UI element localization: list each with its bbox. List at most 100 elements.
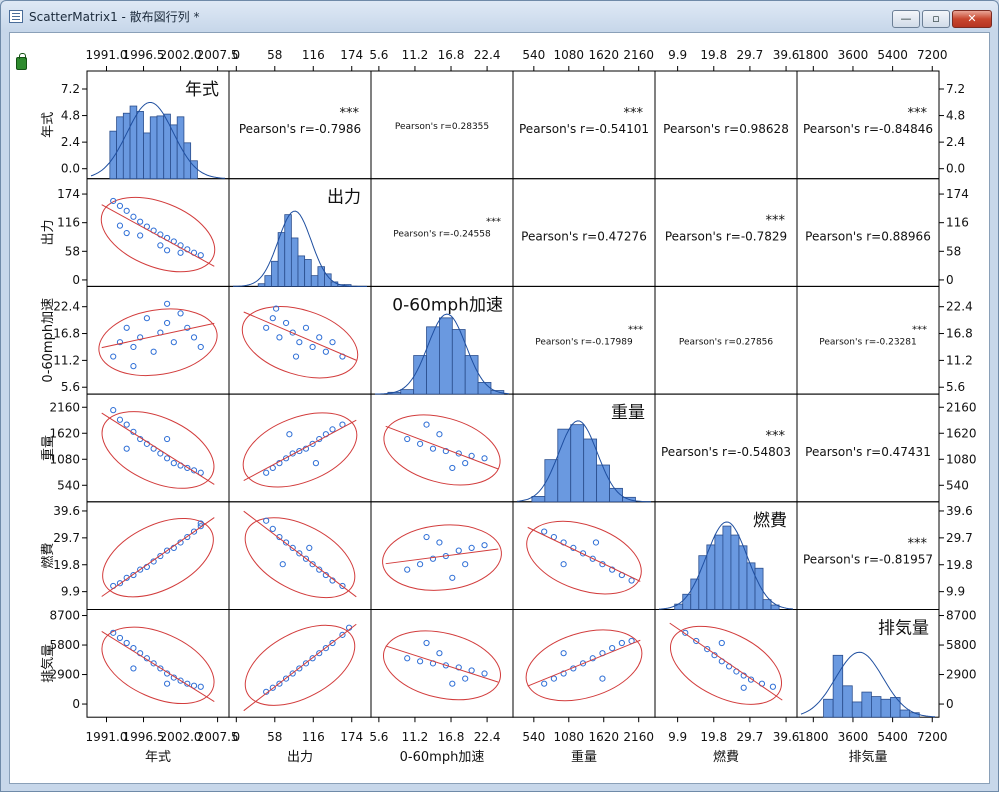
x-tick-label-bottom: 22.4 [474, 730, 501, 744]
x-tick-label-bottom: 5400 [877, 730, 908, 744]
window-title: ScatterMatrix1 - 散布図行列 * [29, 10, 200, 24]
scatter-panel [382, 630, 502, 701]
histogram-bar [596, 464, 610, 503]
scatter-point [747, 676, 755, 683]
scatter-point [197, 683, 204, 690]
maximize-button[interactable]: ▫ [922, 10, 950, 28]
scatter-point [163, 435, 171, 443]
histogram-bar [176, 116, 185, 180]
scatter-point [416, 561, 424, 568]
scatter-point [628, 577, 635, 584]
normal-curve [375, 313, 510, 395]
regression-line [385, 548, 499, 565]
histogram-bar [583, 438, 598, 503]
scatter-point [157, 552, 164, 560]
scatter-point [292, 353, 300, 360]
scatter-point [423, 639, 430, 647]
scatter-point [110, 353, 117, 360]
x-tick-label-top: 1080 [554, 48, 585, 62]
scatter-point [339, 582, 346, 590]
scatter-panel [101, 407, 215, 489]
x-tick-label-top: 1996.5 [123, 48, 165, 62]
y-tick-label-right: 4.8 [946, 109, 965, 123]
title-bar[interactable]: ScatterMatrix1 - 散布図行列 * — ▫ ✕ [1, 1, 998, 31]
confidence-ellipse [526, 520, 642, 595]
x-tick-label-top: 29.7 [737, 48, 764, 62]
scatter-point [282, 455, 290, 462]
x-tick-label-top: 58 [267, 48, 282, 62]
scatter-point [276, 533, 283, 541]
y-axis-label: 重量 [40, 435, 56, 461]
scatter-point [468, 667, 475, 674]
scatter-point [286, 431, 293, 438]
scatter-point [541, 528, 548, 535]
histogram-bar [116, 116, 124, 180]
histogram-bar [143, 132, 151, 180]
scatter-point [170, 460, 177, 467]
close-button[interactable]: ✕ [952, 10, 992, 28]
confidence-ellipse [101, 626, 215, 705]
x-tick-label-bottom: 9.9 [668, 730, 687, 744]
scatter-panel [382, 524, 502, 591]
scatter-point [579, 660, 587, 667]
scatter-point [436, 539, 443, 546]
confidence-ellipse [242, 412, 358, 488]
scatter-point [163, 300, 171, 307]
lock-icon[interactable] [16, 53, 27, 70]
scatter-point [263, 517, 270, 524]
scatter-panel [243, 510, 357, 599]
y-tick-label-right: 22.4 [946, 300, 973, 314]
scatter-point [123, 445, 130, 452]
scatter-point [157, 450, 164, 457]
normal-curve [90, 102, 226, 179]
y-tick-label-right: 0 [946, 273, 954, 287]
pearson-r-label: Pearson's r=-0.24558 [393, 230, 491, 240]
correlation-panel: ***Pearson's r=-0.7829 [665, 214, 787, 244]
scatter-point [116, 202, 124, 209]
pearson-r-label: Pearson's r=0.98628 [663, 122, 789, 136]
scatter-point [130, 213, 137, 220]
correlation-panel: ***Pearson's r=-0.54101 [519, 106, 649, 136]
histogram-bar [738, 545, 748, 610]
scatter-panel [526, 520, 642, 595]
scatter-point [309, 561, 316, 568]
scatter-point [137, 218, 144, 225]
pearson-r-label: Pearson's r=-0.17989 [535, 337, 633, 347]
y-tick-label-right: 1080 [946, 452, 977, 466]
scatter-point [718, 639, 725, 647]
y-tick-label-left: 39.6 [53, 504, 80, 518]
scatter-point [541, 680, 548, 687]
scatter-point [550, 675, 557, 682]
confidence-ellipse [102, 517, 214, 598]
scatter-point [296, 550, 303, 557]
scatter-point [116, 416, 124, 423]
x-tick-label-top: 7200 [917, 48, 948, 62]
histogram-bar [609, 487, 623, 503]
correlation-panel: Pearson's r=0.98628 [663, 122, 789, 136]
minimize-button[interactable]: — [892, 10, 920, 28]
scatter-point [322, 348, 329, 355]
histogram-bar [762, 599, 772, 610]
scatter-point [123, 207, 130, 214]
significance-stars: *** [766, 214, 786, 229]
x-axis-label: 排気量 [848, 749, 887, 765]
y-tick-label-left: 22.4 [53, 300, 80, 314]
histogram-bar [297, 255, 306, 287]
y-tick-label-left: 2160 [49, 400, 80, 414]
histogram-panel: 0-60mph加速 [375, 295, 510, 395]
scatter-point [289, 544, 296, 552]
y-tick-label-left: 116 [57, 216, 80, 230]
confidence-ellipse [101, 411, 215, 489]
scatter-point [455, 664, 462, 671]
scatter-point [190, 528, 198, 535]
regression-line [243, 510, 357, 598]
scatter-point [157, 242, 164, 249]
x-tick-label-bottom: 58 [267, 730, 282, 744]
y-tick-label-left: 5800 [49, 638, 80, 652]
scatter-panel [101, 626, 215, 705]
pearson-r-label: Pearson's r=-0.54101 [519, 122, 649, 136]
scatter-point [110, 629, 117, 636]
confidence-ellipse [241, 306, 359, 379]
scatter-panel [242, 412, 358, 488]
histogram-bar [706, 544, 716, 610]
